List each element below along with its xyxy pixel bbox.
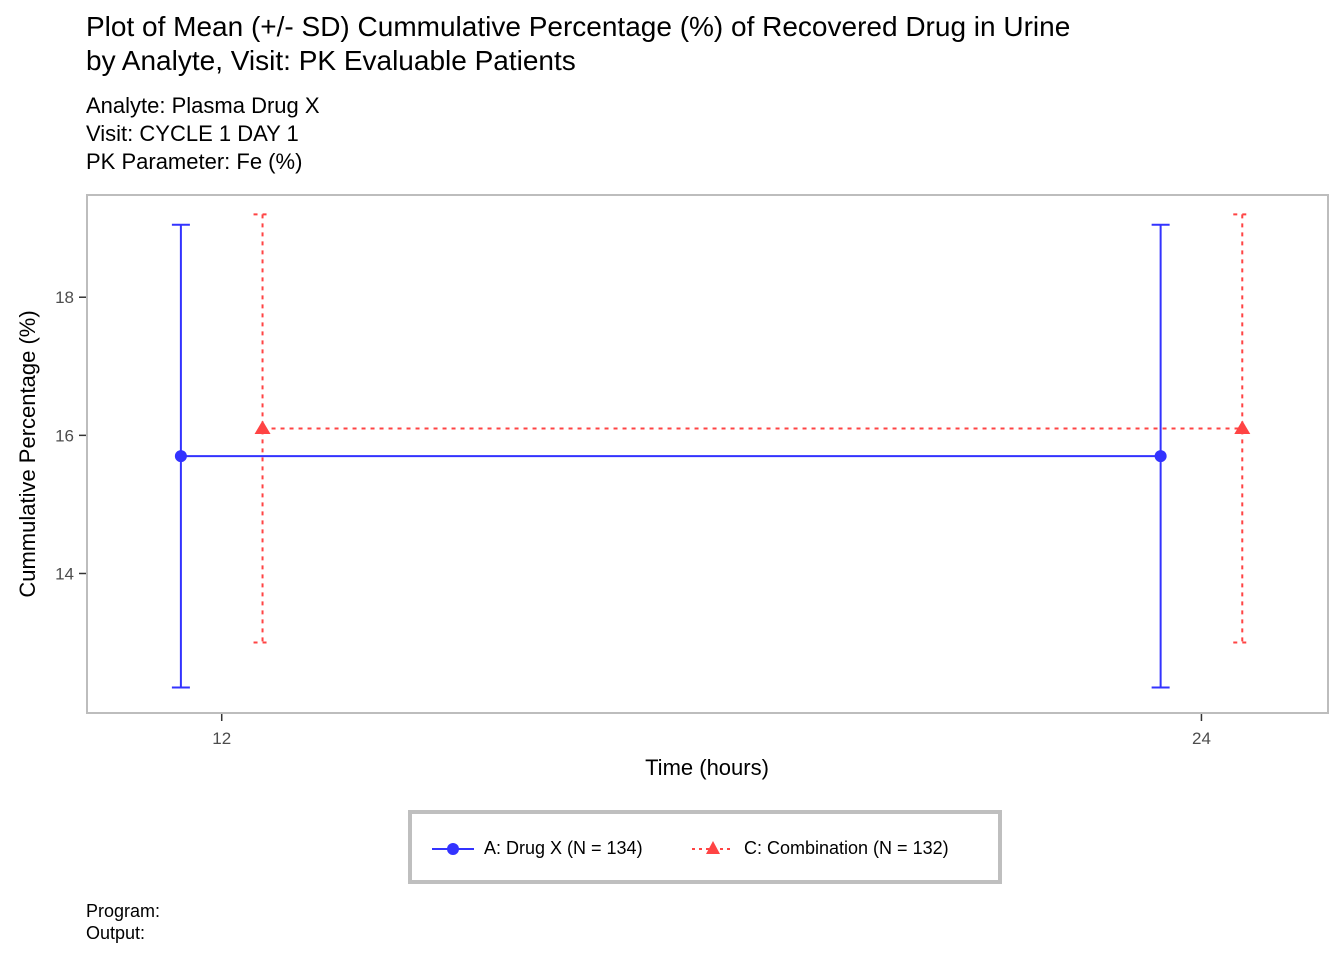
series-2-point-12-marker xyxy=(254,420,271,435)
legend-key-combination xyxy=(692,840,734,854)
chart-subtitle: Analyte: Plasma Drug X Visit: CYCLE 1 DA… xyxy=(86,92,320,176)
legend-label-combination: C: Combination (N = 132) xyxy=(744,838,949,858)
plot-panel-border xyxy=(86,194,1329,714)
legend-key-drug-x xyxy=(432,842,474,855)
legend-item-drug-x: A: Drug X (N = 134) xyxy=(428,838,643,859)
subtitle-visit: Visit: CYCLE 1 DAY 1 xyxy=(86,121,299,146)
series-1-point-12-marker xyxy=(174,450,187,463)
chart-title-line-1: Plot of Mean (+/- SD) Cummulative Percen… xyxy=(86,11,1071,42)
series-1-point-24-marker xyxy=(1154,450,1167,463)
legend-item-combination: C: Combination (N = 132) xyxy=(688,838,949,859)
subtitle-pk-parameter: PK Parameter: Fe (%) xyxy=(86,149,303,174)
subtitle-analyte: Analyte: Plasma Drug X xyxy=(86,93,320,118)
footnote: Program: Output: xyxy=(86,900,160,944)
chart-marks xyxy=(171,213,1252,689)
legend: A: Drug X (N = 134) C: Combination (N = … xyxy=(408,810,1002,884)
series-2-point-24-marker xyxy=(1234,420,1251,435)
chart-title: Plot of Mean (+/- SD) Cummulative Percen… xyxy=(86,10,1070,78)
y-tick-label-14: 14 xyxy=(55,564,74,583)
y-tick-label-16: 16 xyxy=(55,426,74,445)
x-tick-label-12: 12 xyxy=(212,729,231,748)
legend-label-drug-x: A: Drug X (N = 134) xyxy=(484,838,643,858)
footnote-program: Program: xyxy=(86,901,161,921)
y-axis-label: Cummulative Percentage (%) xyxy=(15,310,40,597)
y-tick-label-18: 18 xyxy=(55,288,74,307)
chart-title-line-2: by Analyte, Visit: PK Evaluable Patients xyxy=(86,45,576,76)
x-tick-label-24: 24 xyxy=(1192,729,1211,748)
footnote-output: Output: xyxy=(86,923,146,943)
x-axis-label: Time (hours) xyxy=(645,755,769,780)
axes: 12 24 14 16 18 xyxy=(55,288,1211,748)
